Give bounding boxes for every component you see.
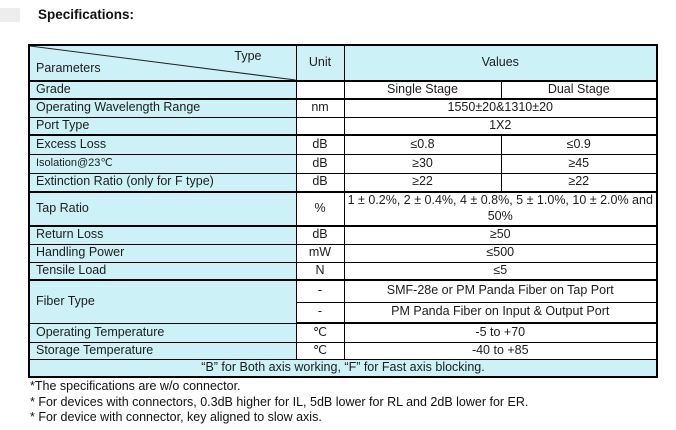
unit-cell-grade bbox=[295, 80, 345, 100]
value-cell-handling-power: ≤500 bbox=[343, 243, 658, 263]
value-cell-fiber-type-2: PM Panda Fiber on Input & Output Port bbox=[343, 301, 658, 324]
param-cell-port-type: Port Type bbox=[28, 116, 297, 136]
header-unit-cell: Unit bbox=[295, 44, 345, 82]
header-values-cell: Values bbox=[343, 44, 658, 82]
value-cell-isolation-single: ≥30 bbox=[343, 153, 502, 174]
value-cell-grade-dual: Dual Stage bbox=[500, 80, 658, 100]
footnotes: *The specifications are w/o connector. *… bbox=[30, 379, 528, 426]
param-cell-grade: Grade bbox=[28, 80, 297, 100]
header-parameters-label: Parameters bbox=[36, 61, 101, 76]
value-cell-fiber-type-1: SMF-28e or PM Panda Fiber on Tap Port bbox=[343, 279, 658, 303]
row-port-type: Port Type 1X2 bbox=[28, 116, 658, 136]
unit-cell-wavelength: nm bbox=[295, 98, 345, 118]
param-cell-tap-ratio: Tap Ratio bbox=[28, 191, 297, 227]
row-isolation: Isolation@23℃ dB ≥30 ≥45 bbox=[28, 153, 658, 174]
value-cell-wavelength: 1550±20&1310±20 bbox=[343, 98, 658, 118]
unit-cell-handling-power: mW bbox=[295, 243, 345, 263]
value-cell-grade-single: Single Stage bbox=[343, 80, 502, 100]
value-cell-return-loss: ≥50 bbox=[343, 225, 658, 245]
value-cell-port-type: 1X2 bbox=[343, 116, 658, 136]
row-excess-loss: Excess Loss dB ≤0.8 ≤0.9 bbox=[28, 134, 658, 155]
param-cell-extinction-ratio: Extinction Ratio (only for F type) bbox=[28, 172, 297, 193]
unit-cell-fiber-type-2: - bbox=[295, 301, 345, 324]
param-cell-fiber-type: Fiber Type bbox=[28, 279, 297, 324]
row-fiber-type-2: - PM Panda Fiber on Input & Output Port bbox=[29, 301, 658, 324]
param-cell-tensile-load: Tensile Load bbox=[28, 261, 297, 281]
unit-cell-isolation: dB bbox=[295, 153, 345, 174]
param-cell-storage-temperature: Storage Temperature bbox=[28, 341, 297, 360]
unit-cell-extinction-ratio: dB bbox=[295, 172, 345, 193]
specifications-table: Type Parameters Unit Values Grade Single… bbox=[28, 44, 659, 378]
parameters-type-diagonal-cell: Type Parameters bbox=[28, 44, 297, 82]
row-tap-ratio: Tap Ratio % 1 ± 0.2%, 2 ± 0.4%, 4 ± 0.8%… bbox=[28, 191, 658, 227]
param-cell-handling-power: Handling Power bbox=[28, 243, 297, 263]
value-cell-isolation-dual: ≥45 bbox=[500, 153, 658, 174]
value-cell-excess-loss-single: ≤0.8 bbox=[343, 134, 502, 155]
footnote-line: *The specifications are w/o connector. bbox=[30, 379, 241, 393]
diagonal-divider bbox=[30, 46, 296, 80]
value-cell-tap-ratio: 1 ± 0.2%, 2 ± 0.4%, 4 ± 0.8%, 5 ± 1.0%, … bbox=[343, 191, 658, 227]
footer-note-cell: “B” for Both axis working, “F” for Fast … bbox=[28, 358, 658, 378]
param-cell-wavelength: Operating Wavelength Range bbox=[28, 98, 297, 118]
unit-cell-operating-temperature: ℃ bbox=[295, 322, 345, 343]
row-extinction-ratio: Extinction Ratio (only for F type) dB ≥2… bbox=[28, 172, 658, 193]
unit-cell-excess-loss: dB bbox=[295, 134, 345, 155]
page-title: Specifications: bbox=[38, 7, 135, 22]
unit-cell-storage-temperature: ℃ bbox=[295, 341, 345, 360]
header-row: Type Parameters Unit Values bbox=[28, 44, 658, 82]
row-storage-temperature: Storage Temperature ℃ -40 to +85 bbox=[28, 341, 658, 360]
row-handling-power: Handling Power mW ≤500 bbox=[28, 243, 658, 263]
row-return-loss: Return Loss dB ≥50 bbox=[28, 225, 658, 245]
row-grade: Grade Single Stage Dual Stage bbox=[28, 80, 658, 100]
row-operating-temperature: Operating Temperature ℃ -5 to +70 bbox=[28, 322, 658, 343]
unit-cell-port-type bbox=[295, 116, 345, 136]
value-cell-operating-temperature: -5 to +70 bbox=[343, 322, 658, 343]
row-fiber-type-1: Fiber Type - SMF-28e or PM Panda Fiber o… bbox=[28, 279, 658, 324]
param-cell-operating-temperature: Operating Temperature bbox=[28, 322, 297, 343]
footnote-line: * For devices with connectors, 0.3dB hig… bbox=[30, 394, 529, 409]
unit-cell-tensile-load: N bbox=[295, 261, 345, 281]
value-cell-extinction-ratio-single: ≥22 bbox=[343, 172, 502, 193]
value-cell-excess-loss-dual: ≤0.9 bbox=[500, 134, 658, 155]
value-cell-tensile-load: ≤5 bbox=[343, 261, 658, 281]
unit-cell-return-loss: dB bbox=[295, 225, 345, 245]
footnote-line: * For device with connector, key aligned… bbox=[30, 410, 322, 424]
unit-cell-tap-ratio: % bbox=[295, 191, 345, 227]
footer-note-row: “B” for Both axis working, “F” for Fast … bbox=[28, 358, 658, 378]
row-wavelength: Operating Wavelength Range nm 1550±20&13… bbox=[28, 98, 658, 118]
unit-cell-fiber-type-1: - bbox=[295, 279, 345, 303]
row-tensile-load: Tensile Load N ≤5 bbox=[28, 261, 658, 281]
header-type-label: Type bbox=[234, 49, 262, 63]
param-cell-return-loss: Return Loss bbox=[28, 225, 297, 245]
scan-artifact bbox=[0, 8, 20, 22]
value-cell-extinction-ratio-dual: ≥22 bbox=[500, 172, 658, 193]
value-cell-storage-temperature: -40 to +85 bbox=[343, 341, 658, 360]
param-cell-isolation: Isolation@23℃ bbox=[28, 153, 297, 174]
param-cell-excess-loss: Excess Loss bbox=[28, 134, 297, 155]
